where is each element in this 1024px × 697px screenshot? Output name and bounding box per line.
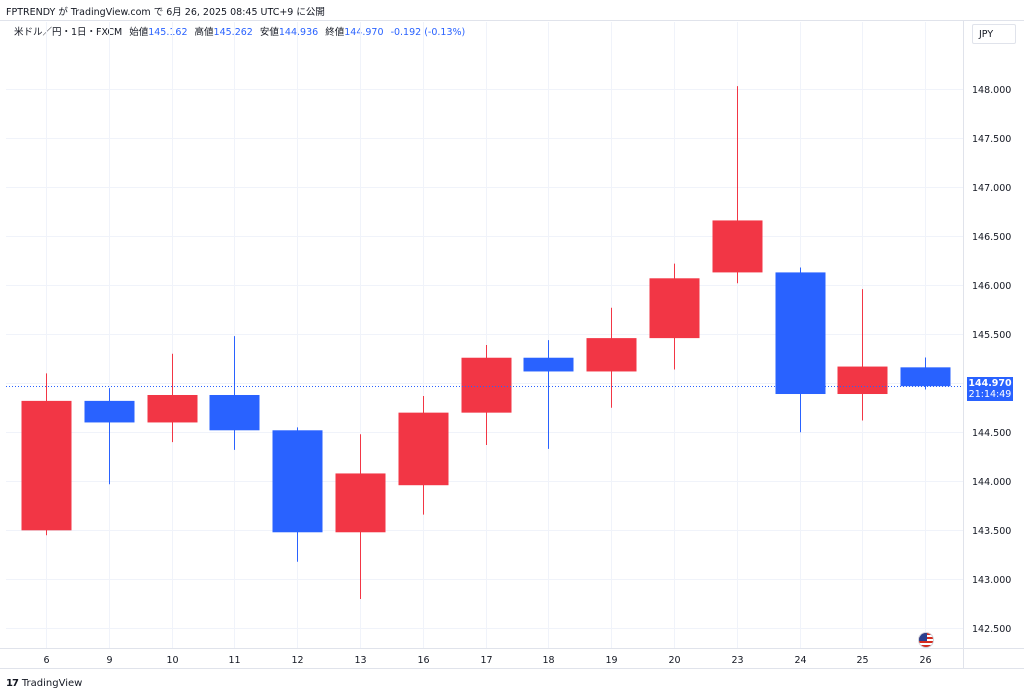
candle-body xyxy=(398,412,449,486)
candle-26[interactable] xyxy=(900,357,951,390)
publish-info: FPTRENDY が TradingView.com で 6月 26, 2025… xyxy=(6,7,325,18)
x-tick-label: 9 xyxy=(106,655,112,666)
candle-19[interactable] xyxy=(586,307,637,408)
candle-11[interactable] xyxy=(209,336,260,450)
price-tag-price: 144.970 xyxy=(968,378,1012,389)
candle-body xyxy=(272,430,323,533)
candle-6[interactable] xyxy=(21,373,72,536)
candle-20[interactable] xyxy=(649,263,700,370)
x-tick-label: 26 xyxy=(919,655,931,666)
candle-12[interactable] xyxy=(272,427,323,562)
candle-body xyxy=(649,278,700,339)
candle-23[interactable] xyxy=(712,86,763,284)
x-tick-label: 13 xyxy=(354,655,366,666)
candle-body xyxy=(84,400,135,423)
y-tick-label: 142.500 xyxy=(972,624,1011,635)
low-label: 安値 xyxy=(259,27,279,38)
low-value: 144.936 xyxy=(278,27,319,38)
footer: 17 TradingView xyxy=(6,678,82,689)
candle-body xyxy=(21,400,72,531)
x-tick-label: 11 xyxy=(228,655,240,666)
y-tick-label: 148.000 xyxy=(972,85,1011,96)
footer-brand[interactable]: TradingView xyxy=(21,678,83,689)
x-tick-label: 19 xyxy=(605,655,617,666)
y-tick-label: 146.000 xyxy=(972,281,1011,292)
candle-body xyxy=(461,357,512,413)
close-label: 終値 xyxy=(325,27,345,38)
y-axis: 142.500143.000143.500144.000144.500145.0… xyxy=(972,85,1011,635)
y-tick-label: 147.500 xyxy=(972,134,1011,145)
chart-legend: 米ドル／円・1日・FXCM 始値145.162 高値145.262 安値144.… xyxy=(14,24,465,38)
candle-16[interactable] xyxy=(398,395,449,515)
candle-9[interactable] xyxy=(84,388,135,485)
symbol-label[interactable]: 米ドル／円・1日・FXCM xyxy=(14,27,123,38)
us-flag-icon[interactable] xyxy=(918,632,934,648)
candle-17[interactable] xyxy=(461,344,512,446)
price-tag-countdown: 21:14:49 xyxy=(968,389,1012,400)
change-value: -0.192 (-0.13%) xyxy=(390,27,466,38)
close-value: 144.970 xyxy=(344,27,384,38)
x-tick-label: 17 xyxy=(480,655,492,666)
open-value: 145.162 xyxy=(148,27,188,38)
y-tick-label: 144.000 xyxy=(972,477,1011,488)
y-tick-label: 146.500 xyxy=(972,232,1011,243)
high-value: 145.262 xyxy=(213,27,253,38)
candle-18[interactable] xyxy=(523,340,574,449)
candle-body xyxy=(523,357,574,372)
x-tick-label: 23 xyxy=(731,655,743,666)
y-tick-label: 144.500 xyxy=(972,428,1011,439)
candles xyxy=(21,86,951,599)
candle-10[interactable] xyxy=(147,353,198,443)
candle-25[interactable] xyxy=(837,289,888,421)
x-tick-label: 24 xyxy=(794,655,806,666)
tradingview-logo-icon: 17 xyxy=(6,678,19,689)
y-tick-label: 143.000 xyxy=(972,575,1011,586)
candle-body xyxy=(900,367,951,387)
high-label: 高値 xyxy=(194,27,214,38)
candle-body xyxy=(335,473,386,533)
x-tick-label: 6 xyxy=(43,655,49,666)
price-tag: 144.970 21:14:49 xyxy=(967,377,1013,401)
y-tick-label: 145.500 xyxy=(972,330,1011,341)
candle-body xyxy=(586,338,637,372)
x-tick-label: 20 xyxy=(668,655,680,666)
candle-body xyxy=(775,272,826,395)
grid-lines xyxy=(0,20,1024,669)
open-label: 始値 xyxy=(129,27,149,38)
x-tick-label: 10 xyxy=(166,655,178,666)
y-tick-label: 147.000 xyxy=(972,183,1011,194)
candle-body xyxy=(147,394,198,423)
x-tick-label: 18 xyxy=(542,655,554,666)
candle-13[interactable] xyxy=(335,434,386,599)
x-tick-label: 25 xyxy=(856,655,868,666)
candle-body xyxy=(209,394,260,431)
x-tick-label: 16 xyxy=(417,655,429,666)
candle-24[interactable] xyxy=(775,267,826,433)
x-tick-label: 12 xyxy=(291,655,303,666)
candle-body xyxy=(712,220,763,273)
x-axis: 6 9 10 11 12 13 16 17 18 19 20 23 24 25 26 xyxy=(43,655,931,666)
y-tick-label: 143.500 xyxy=(972,526,1011,537)
candle-body xyxy=(837,366,888,395)
currency-button[interactable]: JPY xyxy=(972,24,1016,44)
